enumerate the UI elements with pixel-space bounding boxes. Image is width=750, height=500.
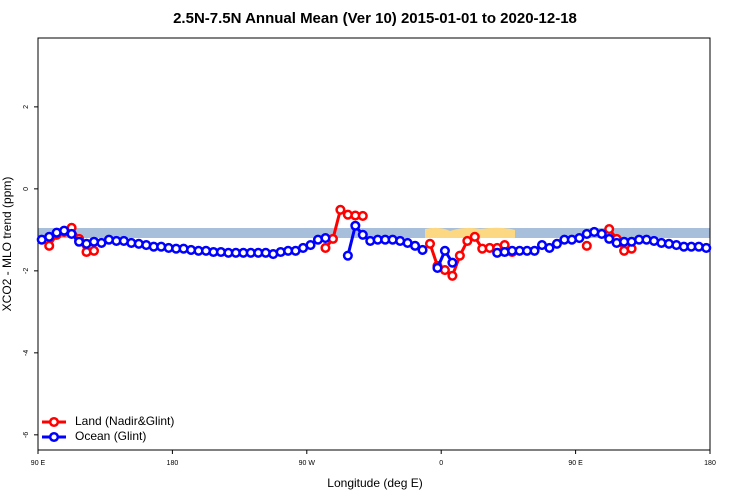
point [596,228,607,240]
x-axis-label: Longitude (deg E) [327,476,422,490]
x-tick-label: 90 W [299,460,316,467]
legend-label: Land (Nadir&Glint) [75,414,174,428]
point [447,257,458,268]
point [357,210,368,221]
point [417,244,428,255]
y-tick-label: -6 [23,432,30,438]
point [544,242,555,253]
background-band [38,228,710,238]
y-tick-label: -2 [23,268,30,274]
point [462,235,473,246]
legend-label: Ocean (Glint) [75,429,146,443]
point [320,233,331,244]
point [447,270,458,281]
point [88,245,100,256]
point [66,228,77,240]
point [439,245,450,256]
x-tick-label: 0 [439,460,443,467]
point [469,231,480,242]
legend-marker [48,416,60,428]
point [320,242,331,253]
land-band [425,227,515,238]
point [342,250,353,261]
point [529,245,540,256]
point [604,223,615,235]
x-tick-label: 180 [704,460,716,467]
point [335,204,346,215]
point [432,262,443,274]
point [350,220,361,231]
point [357,229,368,240]
point [701,242,712,253]
point [305,239,316,251]
y-tick-label: -4 [23,350,30,356]
y-tick-label: 0 [23,187,30,191]
y-tick-label: 2 [23,105,30,109]
point [581,240,592,251]
x-tick-label: 180 [167,460,179,467]
point [424,238,436,249]
point [410,240,421,251]
point [454,250,465,261]
chart-title: 2.5N-7.5N Annual Mean (Ver 10) 2015-01-0… [173,10,577,27]
point [551,238,562,249]
point [604,233,615,244]
legend-marker [48,431,60,443]
point [574,233,585,244]
point [44,240,55,251]
point [44,231,55,242]
x-tick-label: 90 E [568,460,583,467]
plot-frame [37,37,711,451]
x-tick-label: 90 E [31,460,46,467]
y-axis-label: XCO2 - MLO trend (ppm) [0,177,14,312]
